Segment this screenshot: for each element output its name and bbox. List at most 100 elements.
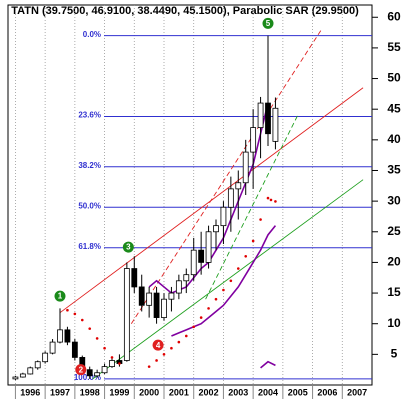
marker — [152, 339, 164, 351]
y-tick-label: 5 — [391, 347, 398, 361]
x-tick-label: 1997 — [50, 387, 70, 397]
ma-line — [260, 360, 276, 369]
candle-body — [146, 292, 153, 306]
x-tick-label: 2002 — [199, 387, 219, 397]
sar-dot — [110, 356, 114, 359]
sar-dot — [251, 239, 255, 243]
fib-label: 38.2% — [78, 161, 101, 170]
candle-body — [27, 367, 34, 375]
sar-dot — [66, 308, 69, 312]
marker-label: 2 — [79, 365, 84, 374]
marker — [75, 364, 87, 376]
sar-dot — [266, 196, 270, 200]
trend-line — [130, 29, 322, 324]
y-tick-label: 10 — [387, 316, 401, 330]
marker — [54, 290, 66, 302]
chart-title: TATN (39.7500, 46.9100, 38.4490, 45.1500… — [11, 5, 359, 17]
sar-dot — [88, 327, 92, 330]
sar-dot — [236, 267, 240, 270]
x-tick-label: 2001 — [169, 387, 189, 397]
candle-body — [123, 268, 130, 361]
candle-body — [235, 182, 242, 190]
candle-body — [242, 151, 249, 184]
x-tick-label: 2007 — [347, 387, 367, 397]
marker-label: 4 — [156, 341, 161, 350]
plot-frame — [7, 4, 373, 386]
candle-body — [227, 188, 234, 208]
candle-body — [168, 292, 175, 300]
candle-body — [265, 102, 271, 135]
candle-body — [71, 341, 78, 358]
x-tick-label: 1996 — [20, 387, 40, 397]
sar-dot — [118, 362, 121, 365]
sar-dot — [80, 318, 84, 322]
candle-body — [86, 369, 93, 377]
candle-body — [175, 280, 182, 294]
sar-dot — [155, 359, 158, 362]
y-tick-label: 35 — [387, 163, 401, 177]
sar-dot — [259, 218, 262, 221]
candle-body — [42, 352, 49, 363]
sar-dot — [147, 365, 151, 368]
candle-body — [161, 298, 167, 318]
candle-body — [250, 127, 257, 153]
sar-dot — [95, 337, 99, 340]
candle-body — [272, 107, 279, 142]
candle-body — [257, 102, 264, 128]
candle-body — [153, 292, 160, 318]
candle-body — [109, 360, 115, 368]
sar-dot — [192, 325, 196, 329]
fib-label: 100.0% — [74, 373, 101, 382]
trend-line — [92, 179, 364, 380]
fib-label: 23.6% — [78, 111, 101, 120]
marker-label: 5 — [266, 19, 271, 28]
candle-body — [94, 372, 101, 377]
sar-dot — [274, 200, 277, 203]
fib-label: 50.0% — [78, 201, 101, 210]
candle-body — [190, 249, 197, 276]
y-tick-label: 55 — [387, 40, 401, 54]
sar-dot — [244, 254, 248, 258]
x-tick-label: 2003 — [228, 387, 248, 397]
candle-body — [19, 373, 26, 378]
candle-body — [205, 231, 212, 263]
candle-body — [57, 329, 63, 343]
sar-dot — [162, 353, 166, 356]
candle-body — [183, 274, 190, 282]
sar-dot — [73, 312, 77, 316]
marker-label: 3 — [126, 243, 131, 252]
y-tick-label: 45 — [387, 101, 401, 115]
sar-dot — [214, 297, 218, 301]
sar-dot — [177, 340, 181, 344]
candle-body — [101, 366, 108, 374]
candle-body — [12, 376, 19, 380]
x-tick-label: 1999 — [109, 387, 129, 397]
marker — [122, 241, 134, 253]
candle-body — [34, 361, 41, 369]
fib-label: 0.0% — [83, 30, 101, 39]
candle-body — [220, 206, 227, 227]
candle-body — [131, 268, 138, 288]
y-tick-label: 40 — [387, 132, 401, 146]
ma-line — [171, 225, 277, 337]
sar-dot — [269, 198, 273, 202]
marker — [262, 17, 274, 29]
x-tick-label: 2006 — [317, 387, 337, 397]
candle-body — [49, 341, 56, 354]
y-tick-label: 60 — [387, 9, 401, 23]
sar-dot — [229, 279, 233, 283]
candle-body — [198, 249, 205, 263]
y-tick-label: 50 — [387, 71, 401, 85]
x-tick-label: 1998 — [80, 387, 100, 397]
sar-dot — [207, 307, 210, 310]
y-tick-label: 25 — [387, 224, 401, 238]
sar-dot — [199, 316, 203, 319]
x-tick-label: 2005 — [288, 387, 308, 397]
sar-dot — [103, 346, 106, 350]
y-tick-label: 20 — [387, 255, 401, 269]
sar-dot — [222, 288, 225, 292]
sar-dot — [184, 334, 188, 338]
candle-body — [213, 225, 219, 233]
